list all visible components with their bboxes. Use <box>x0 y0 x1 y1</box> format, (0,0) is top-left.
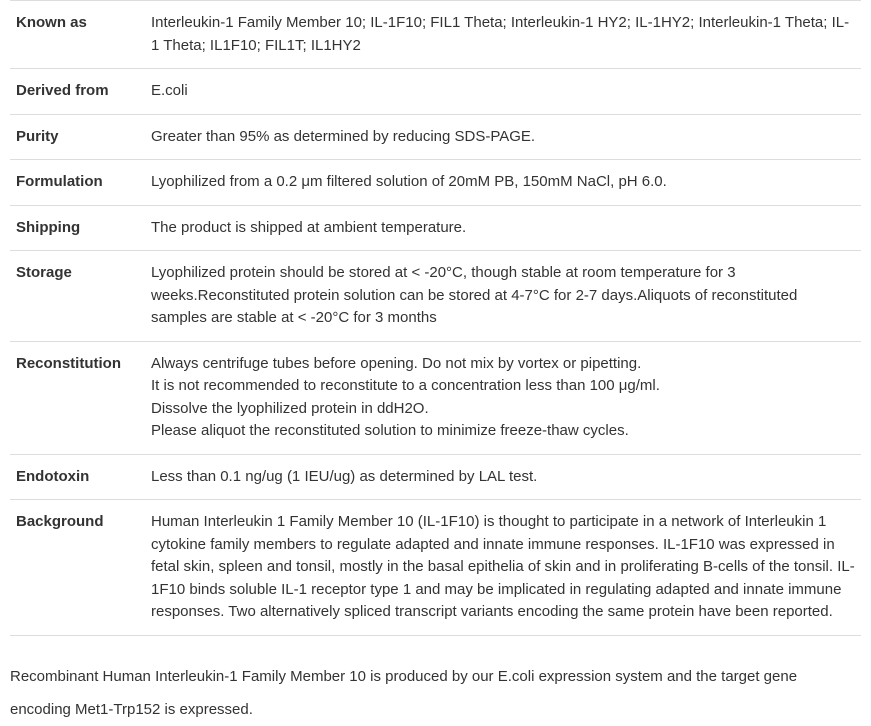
table-row: Formulation Lyophilized from a 0.2 μm fi… <box>10 160 861 206</box>
row-value: Interleukin-1 Family Member 10; IL-1F10;… <box>145 1 861 69</box>
row-value: Less than 0.1 ng/ug (1 IEU/ug) as determ… <box>145 454 861 500</box>
row-label: Storage <box>10 251 145 342</box>
row-label: Purity <box>10 114 145 160</box>
specification-table: Known as Interleukin-1 Family Member 10;… <box>10 0 861 636</box>
row-label: Formulation <box>10 160 145 206</box>
row-label: Shipping <box>10 205 145 251</box>
footer-description: Recombinant Human Interleukin-1 Family M… <box>10 660 861 726</box>
table-row: Background Human Interleukin 1 Family Me… <box>10 500 861 636</box>
row-label: Known as <box>10 1 145 69</box>
table-row: Shipping The product is shipped at ambie… <box>10 205 861 251</box>
row-value: The product is shipped at ambient temper… <box>145 205 861 251</box>
row-value: Human Interleukin 1 Family Member 10 (IL… <box>145 500 861 636</box>
specification-tbody: Known as Interleukin-1 Family Member 10;… <box>10 1 861 636</box>
table-row: Endotoxin Less than 0.1 ng/ug (1 IEU/ug)… <box>10 454 861 500</box>
row-label: Background <box>10 500 145 636</box>
row-value: Greater than 95% as determined by reduci… <box>145 114 861 160</box>
row-value: Always centrifuge tubes before opening. … <box>145 341 861 454</box>
table-row: Known as Interleukin-1 Family Member 10;… <box>10 1 861 69</box>
table-row: Derived from E.coli <box>10 69 861 115</box>
table-row: Reconstitution Always centrifuge tubes b… <box>10 341 861 454</box>
row-label: Derived from <box>10 69 145 115</box>
table-row: Purity Greater than 95% as determined by… <box>10 114 861 160</box>
row-value: Lyophilized from a 0.2 μm filtered solut… <box>145 160 861 206</box>
row-value: Lyophilized protein should be stored at … <box>145 251 861 342</box>
row-label: Endotoxin <box>10 454 145 500</box>
row-value: E.coli <box>145 69 861 115</box>
table-row: Storage Lyophilized protein should be st… <box>10 251 861 342</box>
row-label: Reconstitution <box>10 341 145 454</box>
